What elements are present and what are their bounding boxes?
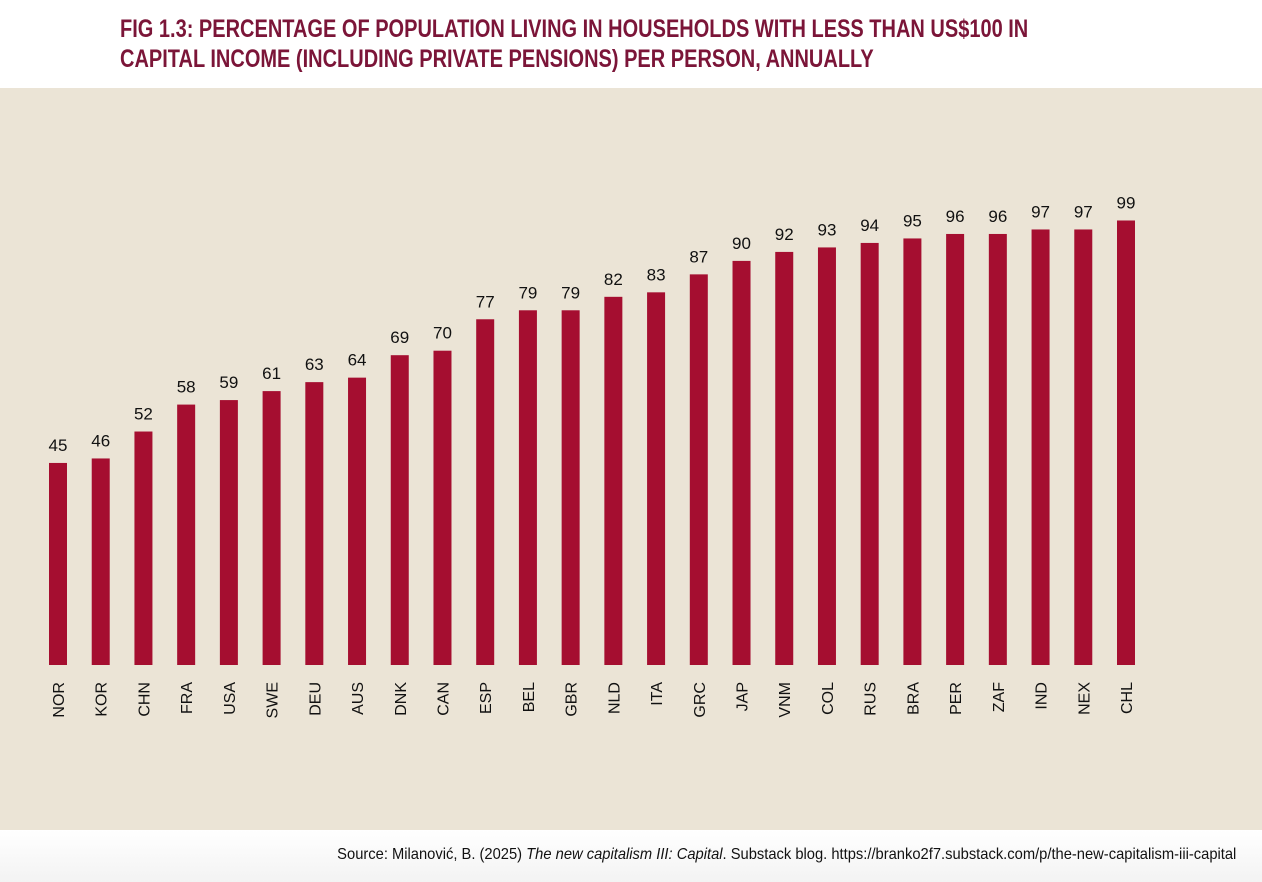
category-label: PER [948, 682, 965, 715]
value-label: 58 [177, 378, 196, 397]
value-label: 99 [1117, 193, 1136, 212]
value-label: 69 [390, 328, 409, 347]
value-label: 95 [903, 211, 922, 230]
category-label: FRA [179, 682, 196, 714]
chart-title-line-2: CAPITAL INCOME (INCLUDING PRIVATE PENSIO… [120, 45, 874, 73]
bar-ita [647, 292, 666, 665]
bar-deu [305, 382, 324, 665]
category-label: CHN [136, 682, 153, 717]
category-label: USA [222, 682, 239, 715]
value-label: 83 [647, 265, 666, 284]
category-label: NEX [1076, 682, 1093, 715]
value-label: 52 [134, 405, 153, 424]
value-label: 45 [49, 436, 68, 455]
bar-ind [1031, 229, 1050, 665]
category-label: GBR [564, 682, 581, 717]
bar-chn [134, 431, 153, 665]
value-label: 79 [561, 283, 580, 302]
bar-gbr [561, 310, 580, 665]
category-label: ITA [649, 682, 666, 706]
category-label: VNM [777, 682, 794, 718]
bar-rus [860, 242, 879, 665]
value-label: 79 [518, 283, 537, 302]
bar-nld [604, 296, 623, 665]
bar-usa [219, 400, 238, 665]
category-label: CAN [435, 682, 452, 716]
category-label: IND [1034, 682, 1051, 710]
value-label: 63 [305, 355, 324, 374]
value-label: 93 [817, 220, 836, 239]
bar-per [946, 233, 965, 665]
bar-fra [177, 404, 196, 665]
category-label: ESP [478, 682, 495, 714]
category-label: BRA [905, 682, 922, 715]
bar-col [817, 247, 836, 665]
value-label: 97 [1074, 202, 1093, 221]
category-label: DNK [393, 682, 410, 716]
bar-nor [49, 462, 67, 665]
bar-grc [689, 274, 708, 665]
bar-bra [903, 238, 922, 665]
category-label: AUS [350, 682, 367, 715]
value-label: 59 [219, 373, 238, 392]
category-label: CHL [1119, 682, 1136, 714]
bar-jap [732, 260, 751, 665]
source-prefix: Source: Milanović, B. (2025) [336, 846, 526, 863]
value-label: 64 [348, 351, 367, 370]
value-label: 61 [262, 364, 281, 383]
value-label: 70 [433, 324, 452, 343]
category-label: BEL [521, 682, 538, 712]
value-label: 82 [604, 270, 623, 289]
value-label: 92 [775, 225, 794, 244]
source-suffix: . Substack blog. https://branko2f7.subst… [722, 846, 1236, 863]
bar-chl [1117, 220, 1135, 666]
chart-title-line-1: FIG 1.3: PERCENTAGE OF POPULATION LIVING… [120, 15, 1029, 43]
category-label: RUS [863, 682, 880, 716]
bar-aus [348, 377, 367, 665]
bar-can [433, 350, 452, 665]
value-label: 94 [860, 216, 879, 235]
chart-panel [0, 88, 1262, 830]
category-label: JAP [735, 682, 752, 711]
category-label: SWE [265, 682, 282, 718]
bar-kor [91, 458, 110, 665]
footer: Source: Milanović, B. (2025) The new cap… [0, 830, 1262, 882]
value-label: 46 [91, 431, 110, 450]
category-label: GRC [692, 682, 709, 718]
value-label: 96 [946, 207, 965, 226]
bar-esp [476, 319, 495, 665]
value-label: 77 [476, 292, 495, 311]
value-label: 87 [689, 247, 708, 266]
value-label: 90 [732, 234, 751, 253]
source-title: The new capitalism III: Capital [525, 846, 723, 863]
category-label: ZAF [991, 682, 1008, 712]
source-citation: Source: Milanović, B. (2025) The new cap… [337, 846, 1236, 864]
bar-nex [1074, 229, 1093, 665]
category-label: COL [820, 682, 837, 715]
category-label: NLD [606, 682, 623, 714]
bar-zaf [988, 233, 1007, 665]
value-label: 96 [988, 207, 1007, 226]
bar-dnk [390, 355, 409, 665]
category-label: KOR [94, 682, 111, 717]
chart-title: FIG 1.3: PERCENTAGE OF POPULATION LIVING… [120, 14, 1160, 74]
category-label: DEU [307, 682, 324, 716]
bar-swe [262, 391, 281, 665]
value-label: 97 [1031, 202, 1050, 221]
bar-bel [518, 310, 537, 665]
bar-vnm [775, 251, 794, 666]
category-label: NOR [51, 682, 68, 718]
